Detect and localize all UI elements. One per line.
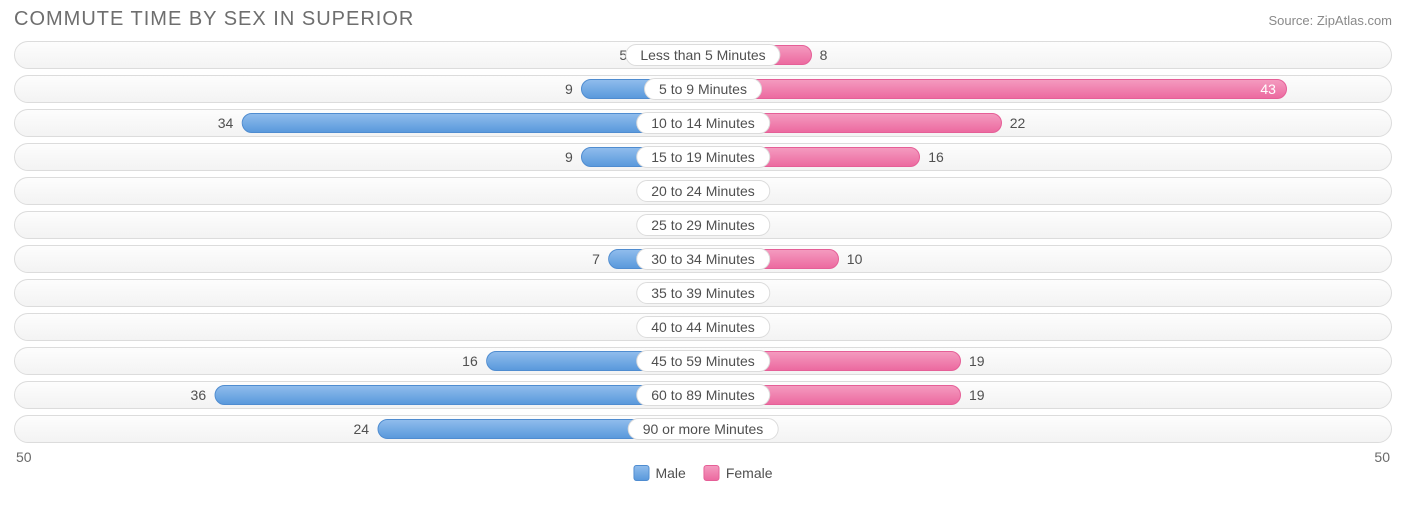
category-label: 45 to 59 Minutes	[636, 350, 770, 372]
female-value: 19	[961, 353, 993, 369]
bar-row: 34 22 10 to 14 Minutes	[14, 109, 1392, 137]
male-bar	[214, 385, 703, 405]
bar-row: 9 43 5 to 9 Minutes	[14, 75, 1392, 103]
legend-label-female: Female	[726, 465, 773, 481]
male-value: 36	[183, 387, 215, 403]
female-value: 43	[1250, 81, 1286, 97]
x-axis: 50 50	[14, 449, 1392, 465]
chart-footer: 50 50 Male Female	[14, 449, 1392, 473]
male-value: 16	[454, 353, 486, 369]
category-label: 40 to 44 Minutes	[636, 316, 770, 338]
bar-row: 36 19 60 to 89 Minutes	[14, 381, 1392, 409]
bar-row: 9 16 15 to 19 Minutes	[14, 143, 1392, 171]
category-label: 35 to 39 Minutes	[636, 282, 770, 304]
chart-header: COMMUTE TIME BY SEX IN SUPERIOR Source: …	[14, 8, 1392, 31]
female-value: 19	[961, 387, 993, 403]
male-value: 24	[346, 421, 378, 437]
category-label: 30 to 34 Minutes	[636, 248, 770, 270]
category-label: 15 to 19 Minutes	[636, 146, 770, 168]
female-value: 10	[839, 251, 871, 267]
bar-row: 7 10 30 to 34 Minutes	[14, 245, 1392, 273]
diverging-bar-chart: 58Less than 5 Minutes9435 to 9 Minutes34…	[14, 41, 1392, 443]
category-label: 10 to 14 Minutes	[636, 112, 770, 134]
male-bar	[241, 113, 703, 133]
bar-row: 0040 to 44 Minutes	[14, 313, 1392, 341]
male-half: 36	[183, 385, 703, 405]
female-half: 43	[703, 79, 1287, 99]
category-label: 60 to 89 Minutes	[636, 384, 770, 406]
axis-max-left: 50	[16, 449, 32, 465]
male-swatch-icon	[633, 465, 649, 481]
chart-source: Source: ZipAtlas.com	[1268, 13, 1392, 28]
legend-item-female: Female	[704, 465, 773, 481]
legend-label-male: Male	[655, 465, 685, 481]
bar-row: 58Less than 5 Minutes	[14, 41, 1392, 69]
female-value: 8	[812, 47, 836, 63]
legend: Male Female	[633, 465, 772, 481]
male-value: 9	[557, 81, 581, 97]
axis-max-right: 50	[1374, 449, 1390, 465]
category-label: 90 or more Minutes	[628, 418, 779, 440]
male-value: 7	[584, 251, 608, 267]
bar-row: 16 19 45 to 59 Minutes	[14, 347, 1392, 375]
category-label: Less than 5 Minutes	[625, 44, 780, 66]
legend-item-male: Male	[633, 465, 685, 481]
male-half: 34	[210, 113, 703, 133]
category-label: 25 to 29 Minutes	[636, 214, 770, 236]
category-label: 20 to 24 Minutes	[636, 180, 770, 202]
female-bar: 43	[703, 79, 1287, 99]
male-value: 9	[557, 149, 581, 165]
male-value: 34	[210, 115, 242, 131]
female-swatch-icon	[704, 465, 720, 481]
bar-row: 0025 to 29 Minutes	[14, 211, 1392, 239]
bar-row: 0035 to 39 Minutes	[14, 279, 1392, 307]
bar-row: 0020 to 24 Minutes	[14, 177, 1392, 205]
female-value: 22	[1002, 115, 1034, 131]
bar-row: 24090 or more Minutes	[14, 415, 1392, 443]
chart-title: COMMUTE TIME BY SEX IN SUPERIOR	[14, 8, 414, 31]
category-label: 5 to 9 Minutes	[644, 78, 762, 100]
female-value: 16	[920, 149, 952, 165]
